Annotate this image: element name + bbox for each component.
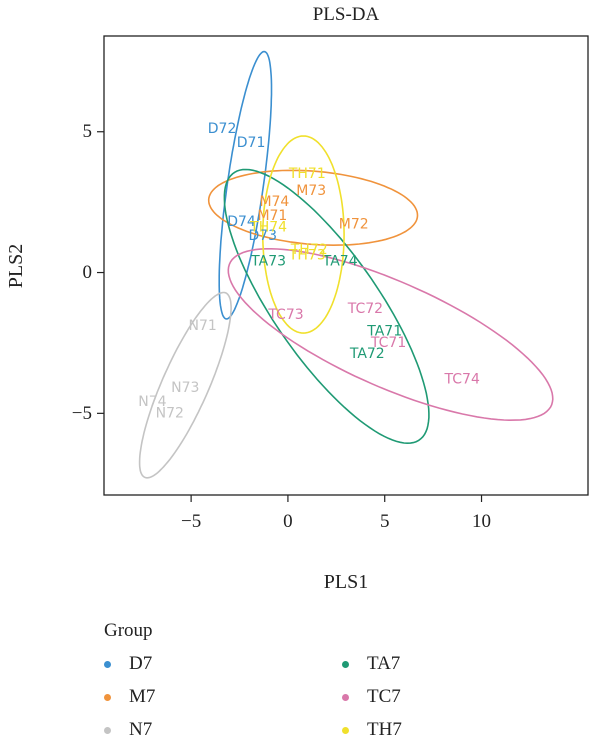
y-tick-label: 0	[83, 262, 93, 283]
ellipse-m7	[207, 169, 419, 247]
point-label-tc73: TC73	[267, 307, 303, 323]
x-tick-label: 5	[380, 511, 390, 532]
point-label-m71: M71	[257, 208, 287, 224]
legend-label: N7	[129, 719, 153, 740]
legend-dot-icon	[342, 726, 349, 734]
x-axis: −5 0 5 10	[181, 495, 491, 532]
point-label-tc74: TC74	[444, 372, 480, 388]
legend-dot-icon	[342, 660, 349, 668]
y-tick-label: 5	[83, 121, 93, 142]
ellipse-ta7	[223, 168, 430, 445]
legend-item-m7: M7	[104, 686, 155, 708]
legend-item-th7: TH7	[342, 719, 402, 741]
legend-label: M7	[129, 686, 156, 707]
legend-dot-icon	[104, 726, 111, 734]
point-label-tc71: TC71	[370, 335, 406, 351]
point-label-d73: D73	[248, 228, 277, 244]
legend-dot-icon	[104, 693, 111, 701]
y-tick-label: −5	[72, 403, 92, 424]
ellipse-tc7	[227, 248, 554, 422]
point-label-d72: D72	[208, 121, 237, 137]
point-label-ta71: TA71	[366, 324, 402, 340]
legend-label: TH7	[367, 719, 402, 740]
legend-item-tc7: TC7	[342, 686, 401, 708]
ellipse-layer	[138, 50, 554, 479]
point-label-th74: TH74	[249, 220, 287, 236]
ellipse-th7	[262, 135, 345, 334]
point-label-th71: TH71	[288, 166, 326, 182]
point-label-n73: N73	[171, 380, 199, 396]
point-label-d74: D74	[227, 214, 256, 230]
point-label-m74: M74	[259, 194, 289, 210]
legend-dot-icon	[104, 660, 111, 668]
legend-title: Group	[104, 620, 153, 641]
x-axis-label: PLS1	[324, 571, 368, 593]
point-label-n72: N72	[156, 405, 184, 421]
ellipse-d7	[218, 50, 273, 320]
legend-dot-icon	[342, 693, 349, 701]
point-label-ta74: TA74	[322, 253, 358, 269]
point-label-n71: N71	[189, 318, 217, 334]
point-label-ta73: TA73	[250, 253, 286, 269]
y-axis: −5 0 5	[72, 121, 104, 424]
point-label-th73: TH73	[288, 248, 326, 264]
point-label-tc72: TC72	[347, 301, 383, 317]
legend-item-d7: D7	[104, 653, 152, 675]
legend-label: TC7	[367, 686, 401, 707]
legend-label: TA7	[367, 653, 401, 674]
legend-item-n7: N7	[104, 719, 152, 741]
x-tick-label: −5	[181, 511, 201, 532]
point-label-m73: M73	[296, 183, 326, 199]
x-tick-label: 0	[283, 511, 293, 532]
point-label-n74: N74	[138, 394, 166, 410]
ellipse-n7	[138, 291, 232, 479]
legend-label: D7	[129, 653, 153, 674]
point-label-th72: TH72	[290, 242, 328, 258]
plot-frame	[103, 35, 589, 496]
x-tick-label: 10	[472, 511, 491, 532]
chart-title: PLS-DA	[313, 4, 380, 25]
point-label-d71: D71	[237, 135, 266, 151]
y-axis-label: PLS2	[5, 244, 27, 288]
point-label-ta72: TA72	[349, 346, 385, 362]
legend-item-ta7: TA7	[342, 653, 400, 675]
point-label-m72: M72	[339, 217, 369, 233]
